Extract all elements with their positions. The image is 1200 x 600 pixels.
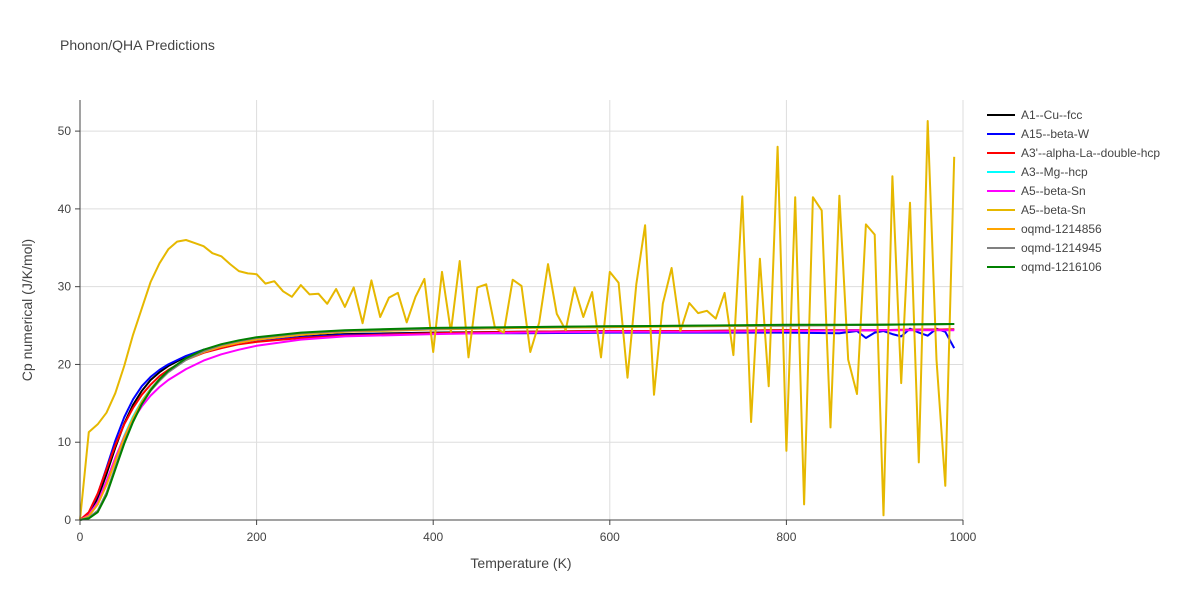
series-line-4 [79, 329, 955, 521]
legend-label: oqmd-1214945 [1021, 241, 1102, 255]
y-tick-label: 0 [64, 513, 71, 527]
y-tick-label: 30 [58, 280, 72, 294]
legend-item-2[interactable]: A3'--alpha-La--double-hcp [987, 146, 1160, 160]
x-tick-label: 1000 [950, 530, 977, 544]
x-tick-label: 400 [423, 530, 443, 544]
series-line-7 [79, 323, 955, 521]
axes: 0 200 400 600 800 1000 0 10 20 30 40 50 [58, 100, 977, 544]
series-layer [79, 120, 956, 521]
series-line-8 [79, 323, 955, 521]
y-axis-title: Cp numerical (J/K/mol) [19, 239, 35, 381]
x-tick-label: 600 [600, 530, 620, 544]
series-line-5 [79, 120, 956, 521]
legend-item-5[interactable]: A5--beta-Sn [987, 203, 1086, 217]
legend-label: A1--Cu--fcc [1021, 108, 1082, 122]
legend-label: A3--Mg--hcp [1021, 165, 1088, 179]
legend-item-1[interactable]: A15--beta-W [987, 127, 1090, 141]
legend-label: oqmd-1216106 [1021, 260, 1102, 274]
legend-item-8[interactable]: oqmd-1216106 [987, 260, 1102, 274]
legend-label: A15--beta-W [1021, 127, 1090, 141]
x-axis-title: Temperature (K) [470, 555, 571, 571]
legend-item-0[interactable]: A1--Cu--fcc [987, 108, 1082, 122]
series-line-3 [79, 323, 955, 521]
series-line-6 [79, 323, 955, 521]
x-tick-label: 0 [77, 530, 84, 544]
grid [80, 100, 964, 520]
legend-label: oqmd-1214856 [1021, 222, 1102, 236]
legend-item-3[interactable]: A3--Mg--hcp [987, 165, 1088, 179]
y-tick-label: 40 [58, 202, 72, 216]
x-tick-label: 800 [776, 530, 796, 544]
legend-label: A5--beta-Sn [1021, 184, 1086, 198]
legend-item-4[interactable]: A5--beta-Sn [987, 184, 1086, 198]
y-tick-label: 20 [58, 357, 72, 371]
y-tick-label: 50 [58, 124, 72, 138]
legend-item-7[interactable]: oqmd-1214945 [987, 241, 1102, 255]
y-tick-label: 10 [58, 435, 72, 449]
legend-label: A3'--alpha-La--double-hcp [1021, 146, 1160, 160]
legend-label: A5--beta-Sn [1021, 203, 1086, 217]
chart-title: Phonon/QHA Predictions [60, 37, 215, 53]
legend[interactable]: A1--Cu--fcc A15--beta-W A3'--alpha-La--dou… [987, 108, 1160, 274]
legend-item-6[interactable]: oqmd-1214856 [987, 222, 1102, 236]
x-tick-label: 200 [247, 530, 267, 544]
